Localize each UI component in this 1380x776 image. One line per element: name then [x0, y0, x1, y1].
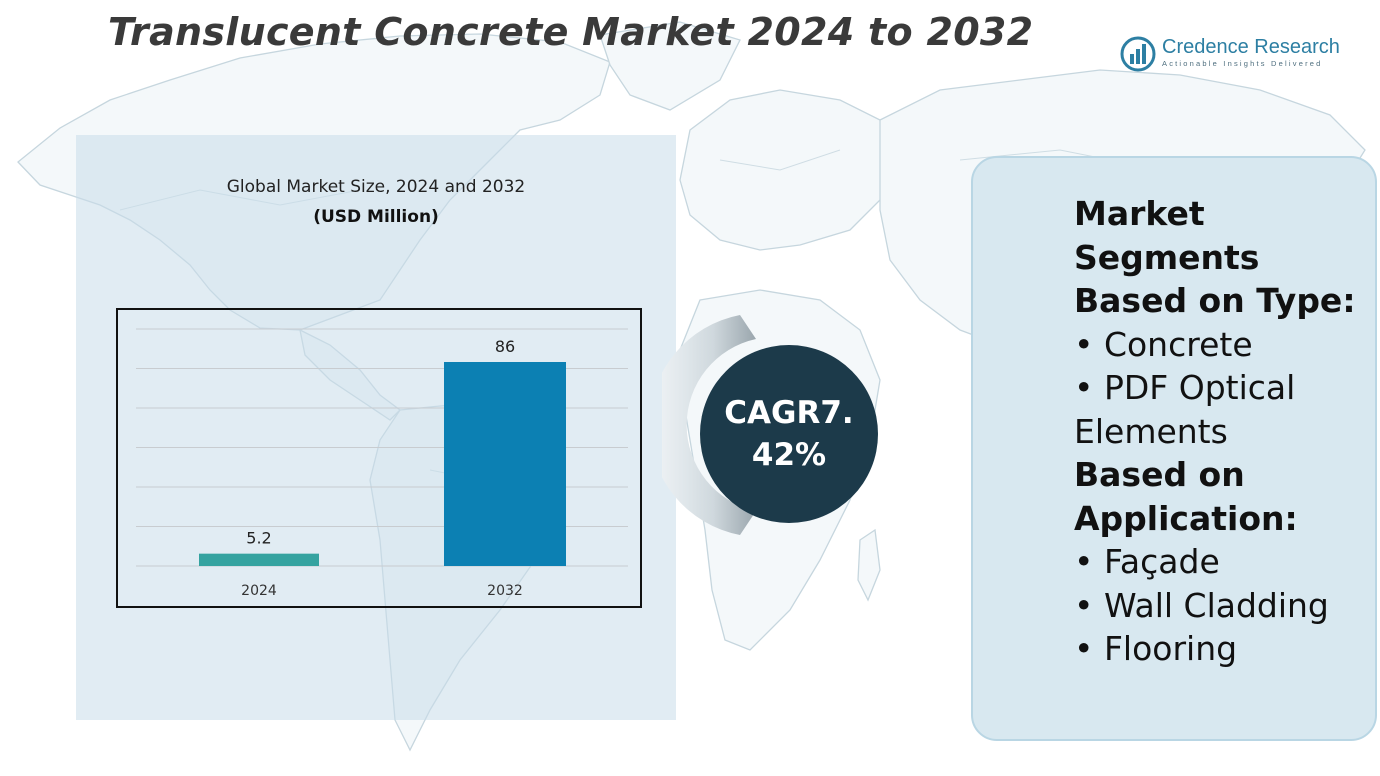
segment-item-wall-cladding: • Wall Cladding — [1074, 585, 1329, 625]
segments-list: Market Segments Based on Type: • Concret… — [1074, 192, 1374, 671]
segment-item-elements: Elements — [1074, 411, 1228, 451]
cagr-line-2: 42% — [751, 437, 827, 473]
logo-tagline: Actionable Insights Delivered — [1162, 59, 1323, 68]
type-group-heading: Based on Type: — [1074, 281, 1356, 320]
cagr-arc — [662, 315, 756, 535]
cagr-value: CAGR7. 42% — [700, 392, 878, 476]
application-group-heading-line-1: Based on — [1074, 455, 1245, 494]
x-tick-label-2032: 2032 — [487, 583, 523, 599]
segments-panel — [971, 156, 1377, 741]
bar-chart: 5.2 2024 86 2032 — [116, 308, 642, 608]
x-tick-label-2024: 2024 — [241, 583, 277, 599]
segment-item-flooring: • Flooring — [1074, 629, 1238, 668]
bar-2024 — [199, 553, 319, 566]
cagr-badge — [662, 315, 878, 535]
bar-2032 — [444, 362, 566, 566]
data-label-2032: 86 — [495, 337, 515, 356]
chart-unit: (USD Million) — [313, 207, 439, 227]
segments-heading-line-1: Market — [1074, 194, 1205, 233]
segment-item-facade: • Façade — [1074, 542, 1220, 581]
application-group-heading-line-2: Application: — [1074, 498, 1298, 538]
chart-heading: Global Market Size, 2024 and 2032 — [226, 177, 526, 197]
segment-item-pdf-optical: • PDF Optical — [1074, 368, 1296, 407]
segments-heading-line-2: Segments — [1074, 237, 1260, 277]
logo-name: Credence Research — [1162, 36, 1340, 58]
chart-frame — [116, 308, 642, 608]
chart-panel: Global Market Size, 2024 and 2032 (USD M… — [76, 135, 676, 720]
cagr-circle — [700, 345, 878, 523]
data-label-2024: 5.2 — [246, 529, 271, 548]
bars: 5.2 2024 86 2032 — [199, 337, 566, 599]
page-title: Translucent Concrete Market 2024 to 2032 — [108, 10, 1034, 54]
credence-logo-icon — [1120, 36, 1156, 72]
cagr-line-1: CAGR7. — [724, 395, 854, 431]
segment-item-concrete: • Concrete — [1074, 324, 1253, 364]
brand-logo: Credence Research Actionable Insights De… — [1120, 34, 1355, 74]
